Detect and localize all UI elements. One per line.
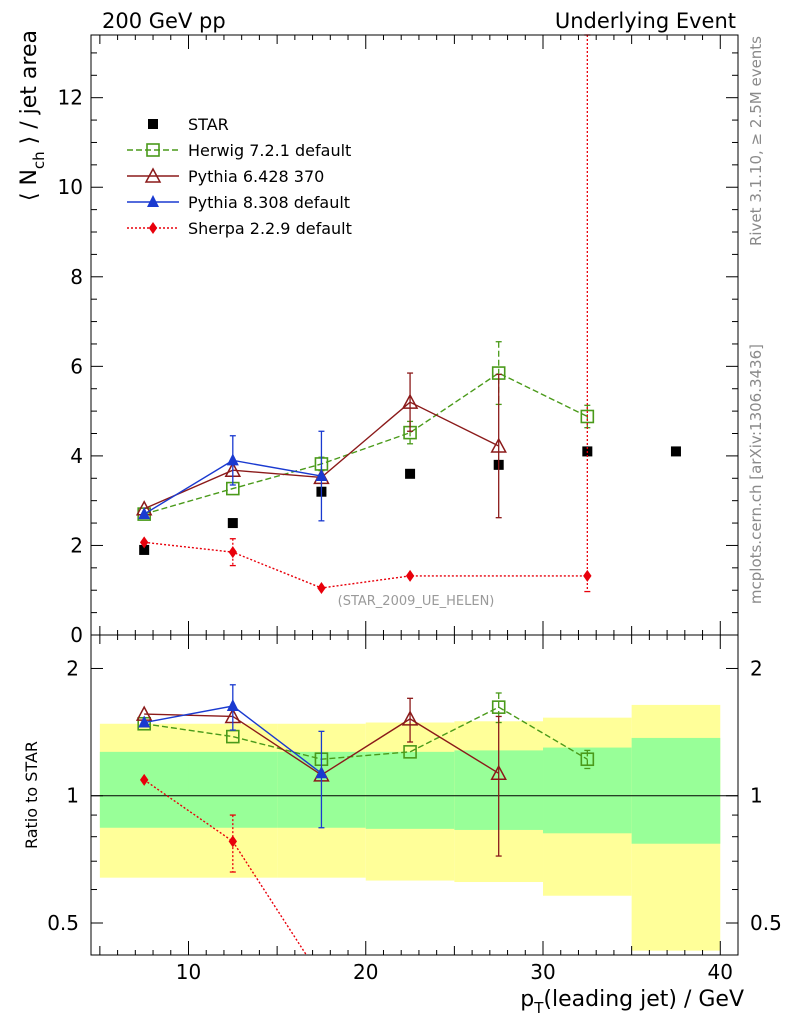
xtick-label: 10 xyxy=(176,960,201,984)
main-series-sherpa xyxy=(139,34,592,594)
legend-label-star: STAR xyxy=(188,115,229,134)
legend: STAR Herwig 7.2.1 default Pythia 6.428 370… xyxy=(127,115,352,238)
main-ytick-label: 10 xyxy=(58,175,83,199)
header-left: 200 GeV pp xyxy=(102,9,226,33)
ratio-herwig-point-3 xyxy=(403,745,417,759)
legend-entry-sherpa: Sherpa 2.2.9 default xyxy=(127,219,352,238)
main-pythia8-point-0 xyxy=(138,507,151,520)
x-axis-label: pT(leading jet) / GeV xyxy=(520,987,744,1017)
rivet-label: Rivet 3.1.10, ≥ 2.5M events xyxy=(747,36,765,246)
mcplots-label: mcplots.cern.ch [arXiv:1306.3436] xyxy=(747,344,765,604)
main-sherpa-point-4 xyxy=(583,569,592,582)
ratio-sherpa-line xyxy=(143,779,308,955)
main-sherpa-line xyxy=(144,541,588,589)
main-herwig-point-5 xyxy=(580,409,595,424)
ratio-pythia6-point-4 xyxy=(490,764,507,781)
ratio-pythia6-point-3 xyxy=(401,710,419,726)
ratio-ytick-label-right: 0.5 xyxy=(750,911,782,935)
main-star-point-0 xyxy=(139,544,150,555)
legend-entry-pythia6: Pythia 6.428 370 xyxy=(127,167,324,186)
ratio-panel-bands xyxy=(91,704,738,951)
ratio-series-herwig xyxy=(137,692,595,770)
main-series-herwig xyxy=(137,341,595,521)
legend-entry-star: STAR xyxy=(148,115,229,134)
ratio-ytick-label-left: 2 xyxy=(66,656,79,680)
watermark: (STAR_2009_UE_HELEN) xyxy=(338,594,495,609)
main-sherpa-point-0 xyxy=(139,536,149,549)
ratio-y-axis-label: Ratio to STAR xyxy=(22,741,41,849)
main-ytick-label: 0 xyxy=(70,623,83,647)
main-star-point-1 xyxy=(227,518,238,529)
ratio-frame xyxy=(90,634,739,956)
main-ytick-label: 2 xyxy=(70,533,83,557)
ratio-ytick-label-right: 2 xyxy=(750,656,763,680)
xtick-label: 20 xyxy=(353,960,378,984)
legend-entry-herwig: Herwig 7.2.1 default xyxy=(127,141,351,160)
ratio-sherpa-point-1 xyxy=(228,835,238,848)
legend-label-pythia6: Pythia 6.428 370 xyxy=(188,167,324,186)
main-pythia8-point-1 xyxy=(226,453,239,466)
legend-marker-pythia8 xyxy=(147,195,159,207)
legend-marker-sherpa xyxy=(148,222,158,234)
band-inner-3 xyxy=(365,751,455,829)
legend-marker-herwig xyxy=(146,143,160,157)
main-sherpa-point-1 xyxy=(228,546,238,559)
ratio-pythia8-point-2 xyxy=(315,766,328,779)
ratio-ytick-label-left: 1 xyxy=(66,784,79,808)
header-right: Underlying Event xyxy=(555,9,736,33)
ratio-ytick-label-left: 0.5 xyxy=(47,911,79,935)
main-series-pythia8 xyxy=(138,430,328,522)
main-star-point-6 xyxy=(670,446,681,457)
main-pythia6-point-4 xyxy=(490,437,507,453)
main-ytick-label: 6 xyxy=(70,354,83,378)
legend-entry-pythia8: Pythia 8.308 default xyxy=(127,193,350,212)
ratio-pythia8-point-0 xyxy=(138,715,151,728)
band-inner-6 xyxy=(631,737,721,844)
main-ytick-label: 4 xyxy=(70,444,83,468)
ratio-pythia8-point-1 xyxy=(226,699,239,712)
main-ytick-label: 12 xyxy=(58,86,83,110)
ratio-ytick-label-right: 1 xyxy=(750,784,763,808)
series-layer xyxy=(135,34,681,955)
ratio-herwig-point-4 xyxy=(491,700,506,714)
main-ytick-label: 8 xyxy=(70,265,83,289)
main-sherpa-point-2 xyxy=(317,581,326,594)
main-pythia6-point-3 xyxy=(401,393,419,409)
ratio-herwig-line xyxy=(144,706,588,760)
main-star-point-3 xyxy=(405,468,416,479)
ratio-herwig-point-5 xyxy=(580,752,595,767)
main-y-axis-label: ⟨ Nch ⟩ / jet area xyxy=(17,30,48,201)
legend-label-sherpa: Sherpa 2.2.9 default xyxy=(188,219,352,238)
ratio-sherpa-point-0 xyxy=(139,773,149,786)
xtick-label: 30 xyxy=(530,960,555,984)
band-inner-0 xyxy=(99,751,189,828)
xtick-label: 40 xyxy=(708,960,733,984)
ratio-series-sherpa xyxy=(139,773,308,955)
legend-label-pythia8: Pythia 8.308 default xyxy=(188,193,350,212)
main-pythia8-point-2 xyxy=(315,469,328,482)
main-herwig-line xyxy=(143,372,588,515)
main-series-star xyxy=(139,446,681,555)
legend-marker-pythia6 xyxy=(144,167,162,183)
legend-label-herwig: Herwig 7.2.1 default xyxy=(188,141,351,160)
main-sherpa-point-3 xyxy=(405,569,415,582)
legend-marker-star xyxy=(148,119,158,129)
ratio-series-pythia8 xyxy=(138,684,328,829)
